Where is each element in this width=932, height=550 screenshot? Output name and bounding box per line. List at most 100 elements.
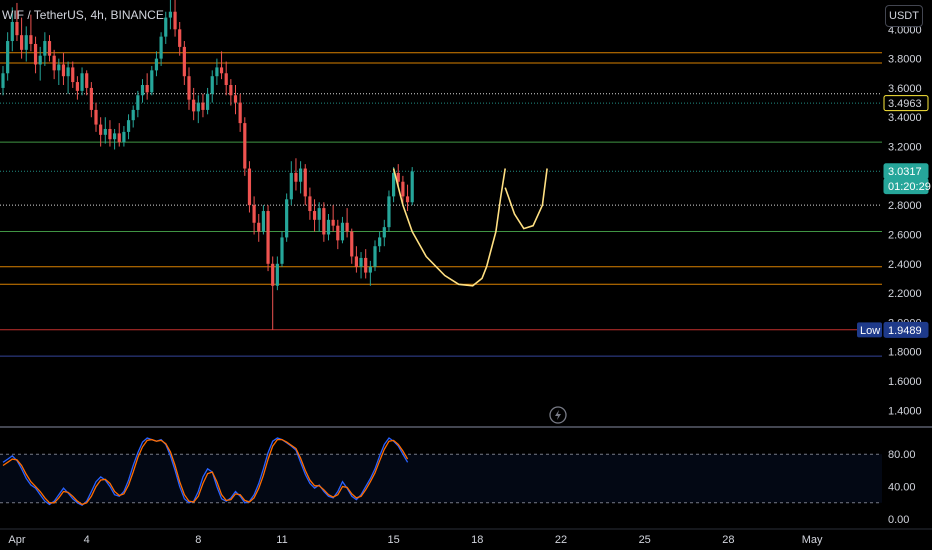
- handle-curve: [504, 168, 548, 230]
- candle-body: [159, 36, 163, 59]
- candle-body: [224, 73, 228, 85]
- stoch-tick-label: 0.00: [888, 514, 909, 526]
- candle-body: [229, 85, 233, 96]
- stochastic-pane: 80.00 40.00 0.00: [0, 437, 916, 526]
- candle-body: [61, 64, 66, 77]
- candle-body: [206, 93, 210, 110]
- time-tick-label: 11: [276, 534, 287, 546]
- price-badge: [883, 321, 929, 338]
- candle-body: [252, 205, 256, 223]
- candle-body: [238, 102, 242, 124]
- candle-body: [196, 102, 200, 112]
- candle-body: [164, 17, 168, 37]
- cup-curve: [392, 168, 506, 287]
- price-tick-label: 2.6000: [888, 229, 922, 241]
- stoch-band-fill: [0, 454, 882, 503]
- candle-body: [336, 225, 340, 241]
- candle-body: [66, 67, 70, 77]
- time-tick-label: 22: [555, 534, 567, 546]
- price-tick-label: 2.8000: [888, 200, 922, 212]
- candle-body: [187, 76, 191, 100]
- candle-body: [57, 64, 61, 71]
- horizontal-levels: [0, 52, 882, 357]
- candle-body: [215, 67, 219, 77]
- time-tick-label: 25: [639, 534, 651, 546]
- candle-body: [210, 76, 214, 94]
- time-tick-label: 8: [195, 534, 201, 546]
- time-axis: Apr 4 8 11 15 18 22 25 28 May: [0, 528, 932, 546]
- candle-body: [345, 222, 349, 232]
- candle-body: [131, 109, 135, 121]
- candle-body: [80, 73, 84, 91]
- price-tick-label: 3.6000: [888, 83, 922, 95]
- candle-body: [192, 99, 196, 112]
- price-badges: 3.4963 3.0317 01:20:29 1.9489 Low: [857, 95, 931, 338]
- candle-body: [261, 211, 265, 232]
- candle-body: [368, 266, 372, 273]
- candle-body: [396, 172, 400, 182]
- candle-body: [257, 222, 261, 232]
- candle-body: [233, 95, 238, 103]
- price-tick-label: 1.4000: [888, 405, 922, 417]
- candle-body: [122, 131, 126, 143]
- candle-body: [103, 128, 107, 135]
- time-tick-label: May: [802, 534, 823, 546]
- candle-body: [280, 237, 284, 264]
- time-tick-label: Apr: [8, 534, 25, 546]
- candle-body: [117, 133, 121, 143]
- price-tick-label: 2.2000: [888, 288, 922, 300]
- candle-body: [145, 85, 149, 93]
- currency-unit-button[interactable]: USDT: [885, 5, 923, 27]
- time-tick-label: 4: [84, 534, 90, 546]
- time-tick-label: 15: [387, 534, 399, 546]
- price-tick-label: 1.6000: [888, 376, 922, 388]
- candle-body: [126, 120, 131, 132]
- candle-body: [373, 246, 377, 267]
- candle-body: [410, 171, 414, 203]
- candle-body: [52, 55, 56, 71]
- candle-body: [178, 29, 182, 47]
- candle-body: [378, 237, 382, 247]
- candle-body: [275, 263, 279, 286]
- candle-body: [71, 67, 75, 83]
- candle-body: [350, 231, 354, 257]
- candle-body: [354, 256, 358, 267]
- candle-body: [201, 102, 205, 110]
- candle-body: [340, 222, 345, 241]
- price-axis: 4.00003.80003.60003.40003.20003.00002.80…: [888, 24, 922, 417]
- low-label-text: Low: [860, 325, 880, 337]
- candle-body: [1, 73, 5, 88]
- price-tick-label: 3.4000: [888, 112, 922, 124]
- price-badge-text: 3.0317: [888, 166, 922, 178]
- time-tick-label: 28: [722, 534, 734, 546]
- candle-body: [359, 257, 363, 267]
- time-tick-label: 18: [471, 534, 483, 546]
- candle-body: [168, 11, 172, 18]
- candle-body: [312, 211, 317, 220]
- candle-body: [10, 21, 14, 42]
- candle-body: [243, 123, 247, 169]
- candle-body: [289, 172, 293, 200]
- candle-body: [113, 133, 117, 140]
- candle-body: [294, 172, 298, 182]
- price-tick-label: 4.0000: [888, 24, 922, 36]
- candle-body: [85, 73, 89, 88]
- candle-body: [387, 196, 391, 228]
- candle-body: [266, 211, 270, 264]
- candle-body: [24, 35, 28, 50]
- candle-body: [317, 208, 321, 220]
- candle-body: [15, 21, 19, 36]
- price-tick-label: 2.4000: [888, 259, 922, 271]
- candle-body: [303, 168, 307, 197]
- candle-body: [89, 87, 93, 110]
- candle-body: [219, 67, 224, 74]
- alert-lightning-icon[interactable]: [549, 406, 567, 424]
- cup-handle-drawing: [392, 168, 548, 287]
- candlestick-series: [1, 0, 414, 330]
- candle-body: [182, 46, 186, 77]
- candle-body: [271, 263, 275, 286]
- candle-body: [405, 196, 410, 203]
- candle-body: [401, 181, 405, 197]
- candle-body: [108, 128, 112, 140]
